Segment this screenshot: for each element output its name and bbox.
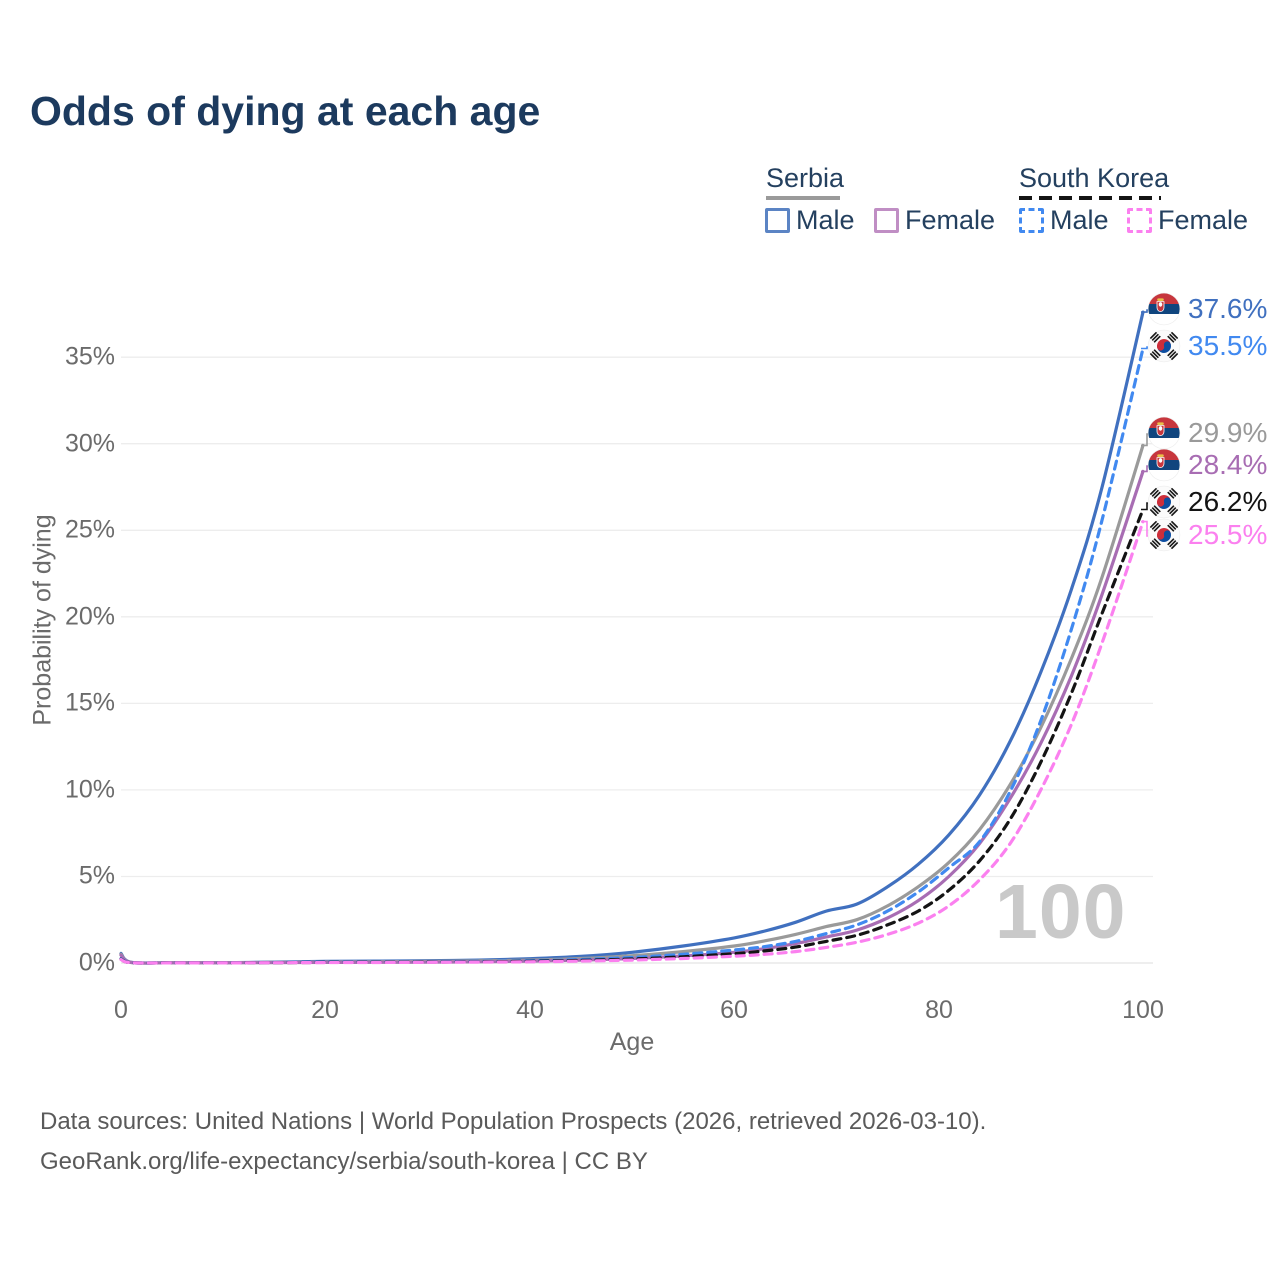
series-line-serbia[interactable] bbox=[119, 443, 1145, 965]
end-label-south-korea: 26.2% bbox=[1147, 485, 1267, 519]
series-line-south-korea[interactable] bbox=[119, 507, 1145, 965]
serbia-flag-icon bbox=[1147, 292, 1181, 326]
end-label-value: 29.9% bbox=[1188, 417, 1268, 448]
x-tick-label: 100 bbox=[1122, 996, 1164, 1024]
y-tick-label: 10% bbox=[64, 775, 115, 804]
y-tick-label: 20% bbox=[64, 602, 115, 631]
legend-serbia-title: Serbia bbox=[766, 163, 845, 193]
south-korea-flag-icon bbox=[1147, 518, 1181, 552]
y-axis-title: Probability of dying bbox=[28, 514, 57, 726]
legend-south-korea-male-label: Male bbox=[1050, 205, 1109, 235]
end-label-serbia-male: 37.6% bbox=[1147, 292, 1267, 326]
serbia-flag-icon bbox=[1147, 416, 1181, 450]
footer-attribution: GeoRank.org/life-expectancy/serbia/south… bbox=[40, 1148, 648, 1175]
south-korea-flag-icon bbox=[1147, 329, 1181, 363]
series-line-serbia-male[interactable] bbox=[119, 310, 1145, 965]
south-korea-male-swatch-icon bbox=[1019, 208, 1044, 233]
series-line-south-korea-female[interactable] bbox=[119, 520, 1145, 965]
x-axis-title: Age bbox=[609, 1028, 655, 1056]
end-label-serbia-female: 28.4% bbox=[1147, 448, 1267, 482]
legend-south-korea-title: South Korea bbox=[1019, 163, 1170, 193]
x-tick-label: 20 bbox=[311, 996, 339, 1024]
legend-item-south-korea-female[interactable]: Female bbox=[1127, 205, 1248, 236]
end-label-value: 25.5% bbox=[1188, 519, 1268, 550]
y-tick-label: 35% bbox=[64, 342, 115, 371]
south-korea-flag-icon bbox=[1147, 485, 1181, 519]
x-tick-label: 80 bbox=[925, 996, 953, 1024]
serbia-flag-icon bbox=[1147, 448, 1181, 482]
south-korea-female-swatch-icon bbox=[1127, 208, 1152, 233]
legend-south-korea-female-label: Female bbox=[1158, 205, 1249, 235]
serbia-male-swatch-icon bbox=[765, 208, 790, 233]
end-label-south-korea-male: 35.5% bbox=[1147, 329, 1267, 363]
south-korea-dashed-line-swatch bbox=[1019, 196, 1161, 200]
legend-serbia-male-label: Male bbox=[796, 205, 855, 235]
end-label-south-korea-female: 25.5% bbox=[1147, 518, 1267, 552]
y-tick-label: 0% bbox=[78, 948, 115, 977]
end-label-serbia: 29.9% bbox=[1147, 416, 1267, 450]
hovered-age-watermark: 100 bbox=[995, 869, 1127, 955]
y-tick-label: 25% bbox=[64, 515, 115, 544]
x-tick-label: 60 bbox=[720, 996, 748, 1024]
y-tick-label: 5% bbox=[78, 861, 115, 890]
end-label-value: 35.5% bbox=[1188, 330, 1268, 361]
y-tick-label: 15% bbox=[64, 688, 115, 717]
serbia-solid-line-swatch bbox=[766, 196, 840, 200]
legend-serbia-female-label: Female bbox=[905, 205, 996, 235]
end-label-value: 26.2% bbox=[1188, 486, 1268, 517]
x-tick-label: 0 bbox=[114, 996, 128, 1024]
end-label-value: 37.6% bbox=[1188, 293, 1268, 324]
series-line-serbia-female[interactable] bbox=[119, 469, 1145, 965]
x-tick-label: 40 bbox=[516, 996, 544, 1024]
legend-item-serbia-female[interactable]: Female bbox=[874, 205, 995, 236]
legend-item-serbia-male[interactable]: Male bbox=[765, 205, 855, 236]
footer-data-sources: Data sources: United Nations | World Pop… bbox=[40, 1108, 987, 1135]
legend-item-south-korea-male[interactable]: Male bbox=[1019, 205, 1109, 236]
page-title: Odds of dying at each age bbox=[30, 88, 541, 134]
serbia-female-swatch-icon bbox=[874, 208, 899, 233]
y-tick-label: 30% bbox=[64, 429, 115, 458]
end-label-value: 28.4% bbox=[1188, 449, 1268, 480]
